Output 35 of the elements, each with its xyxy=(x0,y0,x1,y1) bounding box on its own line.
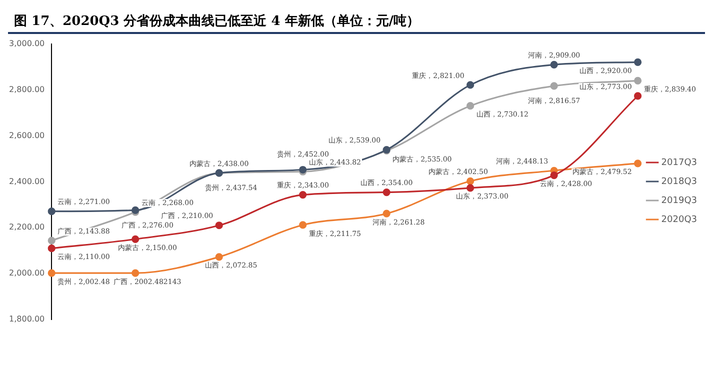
point xyxy=(466,177,474,185)
point xyxy=(466,81,474,89)
y-tick-label: 2,400.00 xyxy=(9,176,45,186)
point xyxy=(215,253,223,261)
point xyxy=(299,221,307,229)
y-tick-label: 2,800.00 xyxy=(9,84,45,94)
y-tick-label: 2,600.00 xyxy=(9,130,45,140)
point xyxy=(132,235,140,243)
point xyxy=(382,210,390,218)
y-tick-label: 3,000.00 xyxy=(9,38,45,48)
point xyxy=(299,191,307,199)
point xyxy=(132,269,140,277)
point xyxy=(466,102,474,110)
legend-label: 2017Q3 xyxy=(661,158,698,168)
point xyxy=(48,269,56,277)
point xyxy=(382,188,390,196)
point xyxy=(48,208,56,216)
point xyxy=(48,244,56,252)
point xyxy=(466,184,474,192)
point xyxy=(550,60,558,69)
point xyxy=(215,222,223,230)
point xyxy=(634,160,642,168)
point xyxy=(634,58,642,66)
point xyxy=(550,171,558,180)
point xyxy=(48,236,56,244)
point xyxy=(634,92,642,100)
legend-label: 2020Q3 xyxy=(661,214,698,225)
point xyxy=(634,76,642,85)
point xyxy=(550,82,558,90)
y-tick-label: 2,200.00 xyxy=(9,222,45,232)
y-tick-label: 1,800.00 xyxy=(9,314,45,324)
legend-label: 2018Q3 xyxy=(661,176,698,187)
y-tick-label: 2,000.00 xyxy=(9,268,45,278)
chart-title: 图 17、2020Q3 分省份成本曲线已低至近 4 年新低（单位：元/吨） xyxy=(14,12,420,30)
legend-label: 2019Q3 xyxy=(661,196,698,206)
